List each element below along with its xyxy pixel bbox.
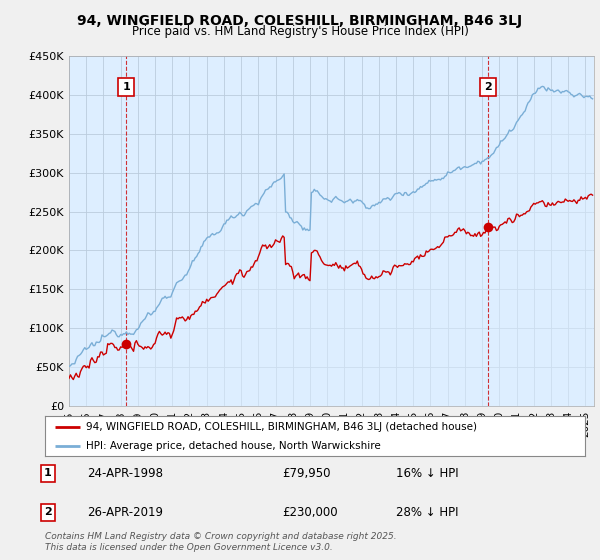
Text: HPI: Average price, detached house, North Warwickshire: HPI: Average price, detached house, Nort… <box>86 441 380 451</box>
Text: Price paid vs. HM Land Registry's House Price Index (HPI): Price paid vs. HM Land Registry's House … <box>131 25 469 38</box>
Text: 26-APR-2019: 26-APR-2019 <box>87 506 163 519</box>
Text: £230,000: £230,000 <box>282 506 338 519</box>
Text: 16% ↓ HPI: 16% ↓ HPI <box>396 466 458 480</box>
Text: Contains HM Land Registry data © Crown copyright and database right 2025.
This d: Contains HM Land Registry data © Crown c… <box>45 532 397 552</box>
Text: £79,950: £79,950 <box>282 466 331 480</box>
Text: 1: 1 <box>122 82 130 92</box>
Text: 28% ↓ HPI: 28% ↓ HPI <box>396 506 458 519</box>
Text: 2: 2 <box>44 507 52 517</box>
Text: 24-APR-1998: 24-APR-1998 <box>87 466 163 480</box>
Text: 1: 1 <box>44 468 52 478</box>
Text: 94, WINGFIELD ROAD, COLESHILL, BIRMINGHAM, B46 3LJ (detached house): 94, WINGFIELD ROAD, COLESHILL, BIRMINGHA… <box>86 422 476 432</box>
Text: 94, WINGFIELD ROAD, COLESHILL, BIRMINGHAM, B46 3LJ: 94, WINGFIELD ROAD, COLESHILL, BIRMINGHA… <box>77 14 523 28</box>
Text: 2: 2 <box>484 82 491 92</box>
